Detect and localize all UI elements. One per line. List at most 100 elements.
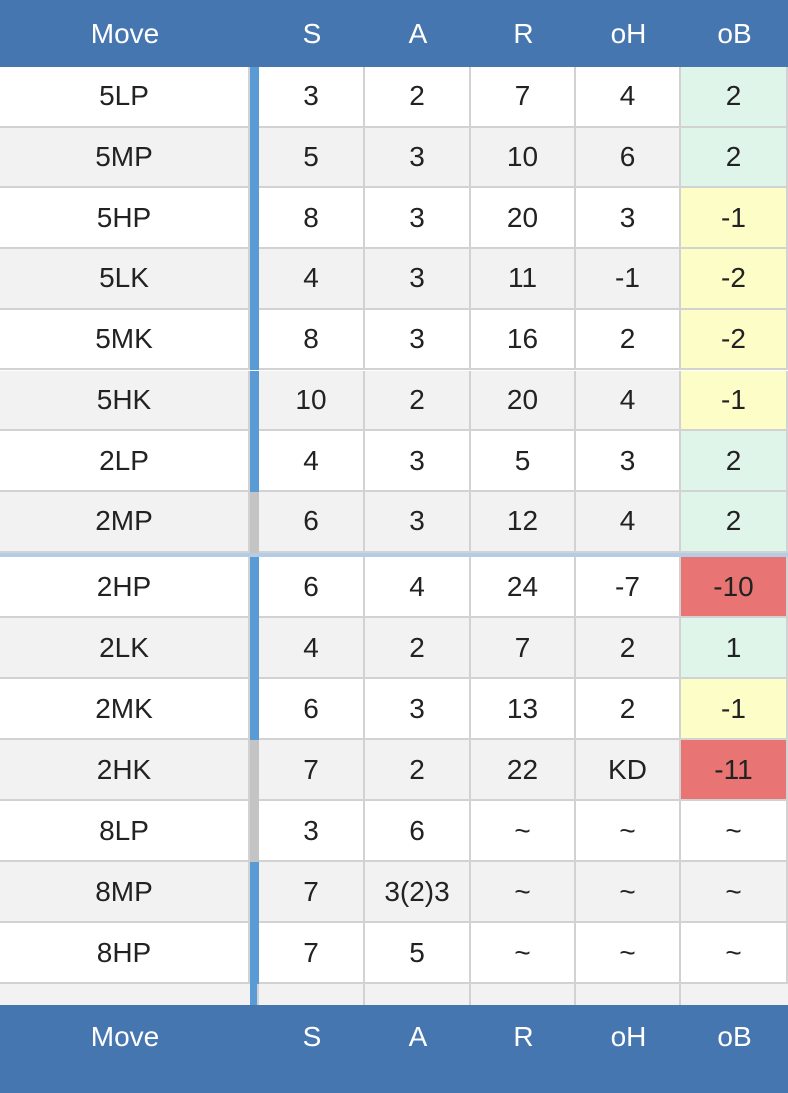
table-row[interactable]: 2HK 7 2 22 KD -11: [0, 740, 788, 801]
row-marker: [250, 188, 259, 250]
stat-cell: 3: [576, 431, 681, 492]
column-header[interactable]: oB: [717, 17, 752, 49]
move-name: 2MP: [0, 491, 250, 553]
stat-cell: 10: [259, 370, 365, 432]
stat-cell: -1: [681, 188, 788, 250]
table-row[interactable]: 5LP 3 2 7 4 2: [0, 67, 788, 128]
stat-cell: 2: [681, 431, 788, 492]
table-row[interactable]: 2LK 4 2 7 2 1: [0, 618, 788, 679]
stat-cell: ~: [681, 862, 788, 923]
stat-cell: -10: [681, 557, 788, 618]
stat-cell: ~: [681, 801, 788, 862]
column-header[interactable]: S: [302, 17, 322, 49]
stat-cell: 10: [471, 127, 576, 189]
stat-cell: 3: [365, 491, 471, 553]
stat-cell: ~: [576, 862, 681, 923]
column-header[interactable]: S: [302, 1021, 322, 1052]
row-marker: [250, 431, 259, 492]
stat-cell: 6: [365, 801, 471, 862]
column-header[interactable]: A: [408, 17, 428, 49]
row-marker: [250, 309, 259, 371]
table-row[interactable]: 2MP 6 3 12 4 2: [0, 491, 788, 553]
stat-cell: 7: [259, 740, 365, 801]
stat-cell: 16: [471, 309, 576, 371]
table-row[interactable]: 5HP 8 3 20 3 -1: [0, 188, 788, 250]
table-row[interactable]: 2MK 6 3 13 2 -1: [0, 679, 788, 740]
column-header[interactable]: Move: [90, 1021, 160, 1052]
stat-cell: 7: [259, 862, 365, 923]
stat-cell: 2: [365, 740, 471, 801]
move-name: 2MK: [0, 679, 250, 740]
stat-cell: 2: [681, 127, 788, 189]
stat-cell: 4: [259, 249, 365, 310]
row-marker: [250, 862, 259, 923]
stat-cell: 7: [471, 618, 576, 679]
stat-cell: ~: [576, 801, 681, 862]
stat-cell: 4: [576, 67, 681, 128]
stat-cell: 20: [471, 188, 576, 250]
stat-cell: 2: [365, 370, 471, 432]
move-name: 5MK: [0, 309, 250, 371]
column-header[interactable]: oH: [610, 17, 647, 49]
row-marker: [250, 679, 259, 740]
stat-cell: 5: [471, 431, 576, 492]
column-header[interactable]: A: [408, 1021, 428, 1052]
stat-cell: 20: [471, 370, 576, 432]
stat-cell: 3(2)3: [365, 862, 471, 923]
move-name: 5LP: [0, 67, 250, 128]
stat-cell: 11: [471, 249, 576, 310]
stat-cell: 2: [576, 618, 681, 679]
move-name: 2HK: [0, 740, 250, 801]
stat-cell: 6: [259, 679, 365, 740]
row-marker: [250, 557, 259, 618]
column-header[interactable]: oH: [610, 1021, 647, 1052]
move-name: 8LP: [0, 801, 250, 862]
stat-cell: ~: [576, 923, 681, 984]
table-row[interactable]: 2LP 4 3 5 3 2: [0, 431, 788, 492]
cell-divider: [363, 984, 365, 1005]
stat-cell: KD: [576, 740, 681, 801]
stat-cell: 24: [471, 557, 576, 618]
stat-cell: 4: [576, 491, 681, 553]
table-row[interactable]: 8HP 7 5 ~ ~ ~: [0, 923, 788, 984]
move-name: 2LP: [0, 431, 250, 492]
cell-divider: [469, 984, 471, 1005]
stat-cell: ~: [471, 801, 576, 862]
table-row[interactable]: 5MP 5 3 10 6 2: [0, 127, 788, 189]
column-header[interactable]: Move: [90, 17, 160, 49]
stat-cell: -1: [681, 370, 788, 432]
stat-cell: 8: [259, 188, 365, 250]
row-marker: [250, 801, 259, 862]
column-header[interactable]: R: [513, 17, 534, 49]
column-header[interactable]: oB: [717, 1021, 752, 1052]
stat-cell: 2: [681, 67, 788, 128]
stat-cell: 3: [365, 309, 471, 371]
stat-cell: -7: [576, 557, 681, 618]
stat-cell: 4: [365, 557, 471, 618]
stat-cell: 5: [259, 127, 365, 189]
row-marker: [250, 923, 259, 984]
move-name: 8MP: [0, 862, 250, 923]
stat-cell: 4: [576, 370, 681, 432]
table-row[interactable]: 8LP 3 6 ~ ~ ~: [0, 801, 788, 862]
move-name: 2HP: [0, 557, 250, 618]
stat-cell: 12: [471, 491, 576, 553]
stat-cell: 2: [576, 309, 681, 371]
column-header[interactable]: R: [513, 1021, 534, 1052]
table-row[interactable]: 5LK 4 3 11 -1 -2: [0, 249, 788, 310]
stat-cell: 7: [259, 923, 365, 984]
table-row[interactable]: 5HK 10 2 20 4 -1: [0, 370, 788, 432]
row-marker: [250, 127, 259, 189]
cell-divider: [257, 984, 259, 1005]
stat-cell: 4: [259, 618, 365, 679]
table-row[interactable]: 2HP 6 4 24 -7 -10: [0, 557, 788, 618]
stat-cell: 6: [259, 557, 365, 618]
table-row[interactable]: 5MK 8 3 16 2 -2: [0, 309, 788, 371]
table-row[interactable]: 8MP 7 3(2)3 ~ ~ ~: [0, 862, 788, 923]
stat-cell: 2: [365, 618, 471, 679]
stat-cell: 3: [365, 249, 471, 310]
stat-cell: 3: [576, 188, 681, 250]
